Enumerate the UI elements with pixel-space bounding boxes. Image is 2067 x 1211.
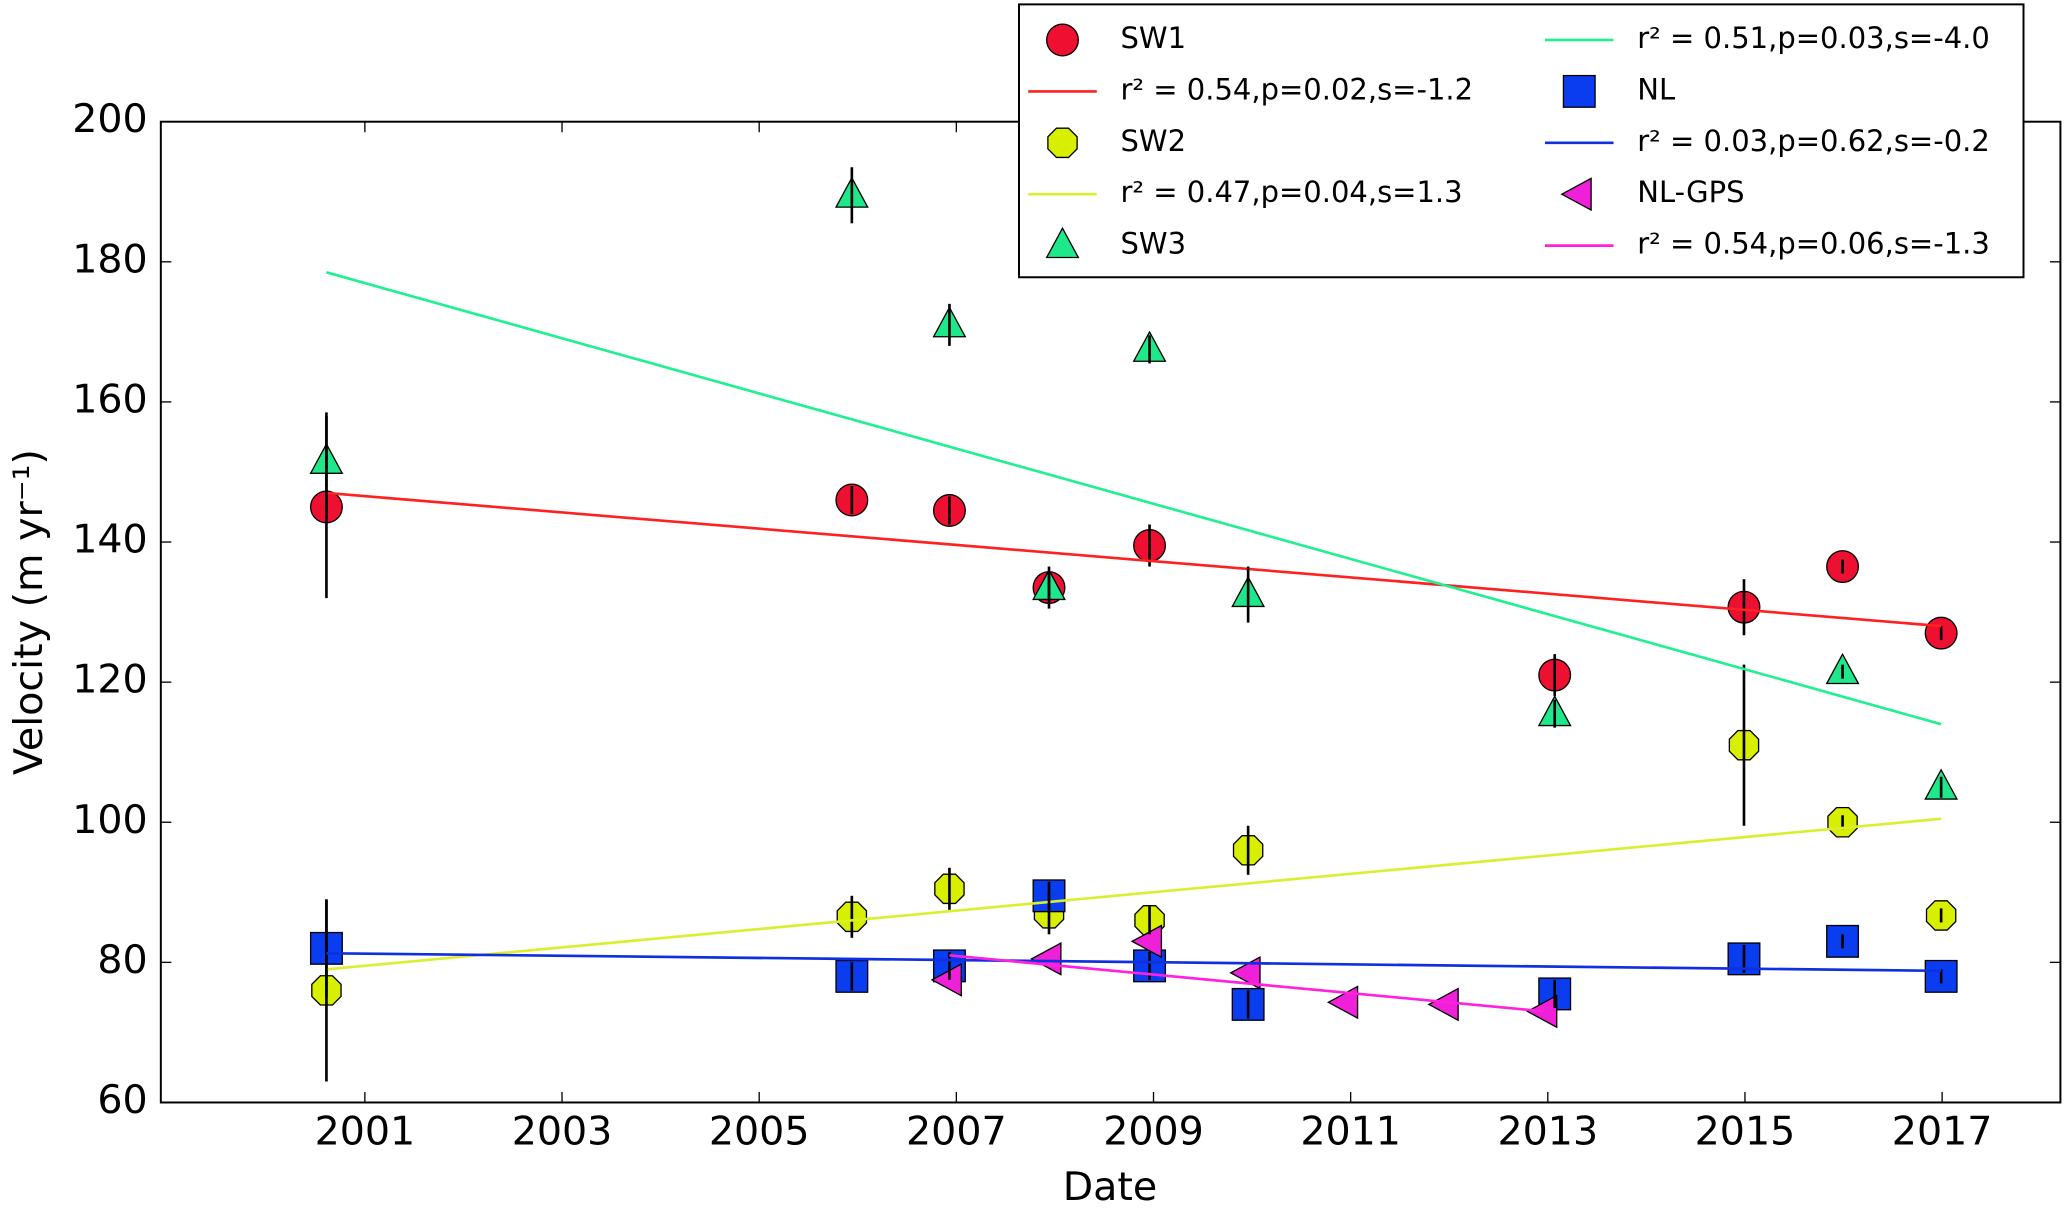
x-tick-label: 2009 <box>1103 1109 1204 1155</box>
legend-marker <box>1046 23 1079 57</box>
legend-label: r² = 0.54,p=0.02,s=-1.2 <box>1121 72 1474 106</box>
x-tick-label: 2001 <box>315 1109 416 1155</box>
x-axis-label: Date <box>1063 1164 1158 1210</box>
trend-line <box>326 817 1942 971</box>
y-tick-label: 140 <box>72 517 147 563</box>
legend-marker <box>1047 127 1078 159</box>
legend-label: SW1 <box>1121 21 1187 55</box>
data-point <box>1130 924 1163 959</box>
legend-label: SW3 <box>1121 227 1187 261</box>
trend-line <box>949 954 1545 1013</box>
y-axis-label: Velocity (m yr⁻¹) <box>6 449 52 775</box>
legend: SW1 r² = 0.54,p=0.02,s=-1.2 SW2 r² = 0.47,p… <box>1018 3 2025 279</box>
x-tick-label: 2005 <box>709 1109 810 1155</box>
legend-label: SW2 <box>1121 124 1187 158</box>
y-tick-label: 120 <box>72 657 147 703</box>
y-tick-label: 180 <box>72 236 147 282</box>
x-tick-label: 2015 <box>1695 1109 1796 1155</box>
trend-line <box>326 491 1942 628</box>
legend-marker <box>1045 226 1080 259</box>
trend-line <box>326 951 1942 973</box>
legend-label: r² = 0.54,p=0.06,s=-1.3 <box>1637 227 1990 261</box>
data-point <box>930 962 962 997</box>
trend-line <box>326 271 1942 726</box>
x-tick-label: 2013 <box>1498 1109 1599 1155</box>
y-tick-label: 200 <box>72 96 147 142</box>
x-tick-label: 2007 <box>906 1109 1007 1155</box>
x-tick-label: 2003 <box>512 1109 613 1155</box>
x-tick-label: 2011 <box>1300 1109 1401 1155</box>
legend-label: r² = 0.51,p=0.03,s=-4.0 <box>1637 21 1990 55</box>
y-tick-label: 60 <box>97 1077 147 1123</box>
legend-label: r² = 0.03,p=0.62,s=-0.2 <box>1637 124 1990 158</box>
data-point <box>1229 955 1261 990</box>
data-point <box>1427 987 1459 1022</box>
legend-label: NL-GPS <box>1637 175 1744 209</box>
legend-marker <box>1562 74 1596 108</box>
legend-box <box>1018 3 2025 279</box>
y-tick-label: 80 <box>97 937 147 983</box>
legend-marker <box>1560 177 1592 212</box>
y-tick-label: 100 <box>72 797 147 843</box>
legend-label: r² = 0.47,p=0.04,s=1.3 <box>1121 175 1463 209</box>
y-tick-label: 160 <box>72 376 147 422</box>
data-point <box>1030 941 1062 976</box>
legend-label: NL <box>1637 72 1675 106</box>
x-tick-label: 2017 <box>1892 1109 1993 1155</box>
